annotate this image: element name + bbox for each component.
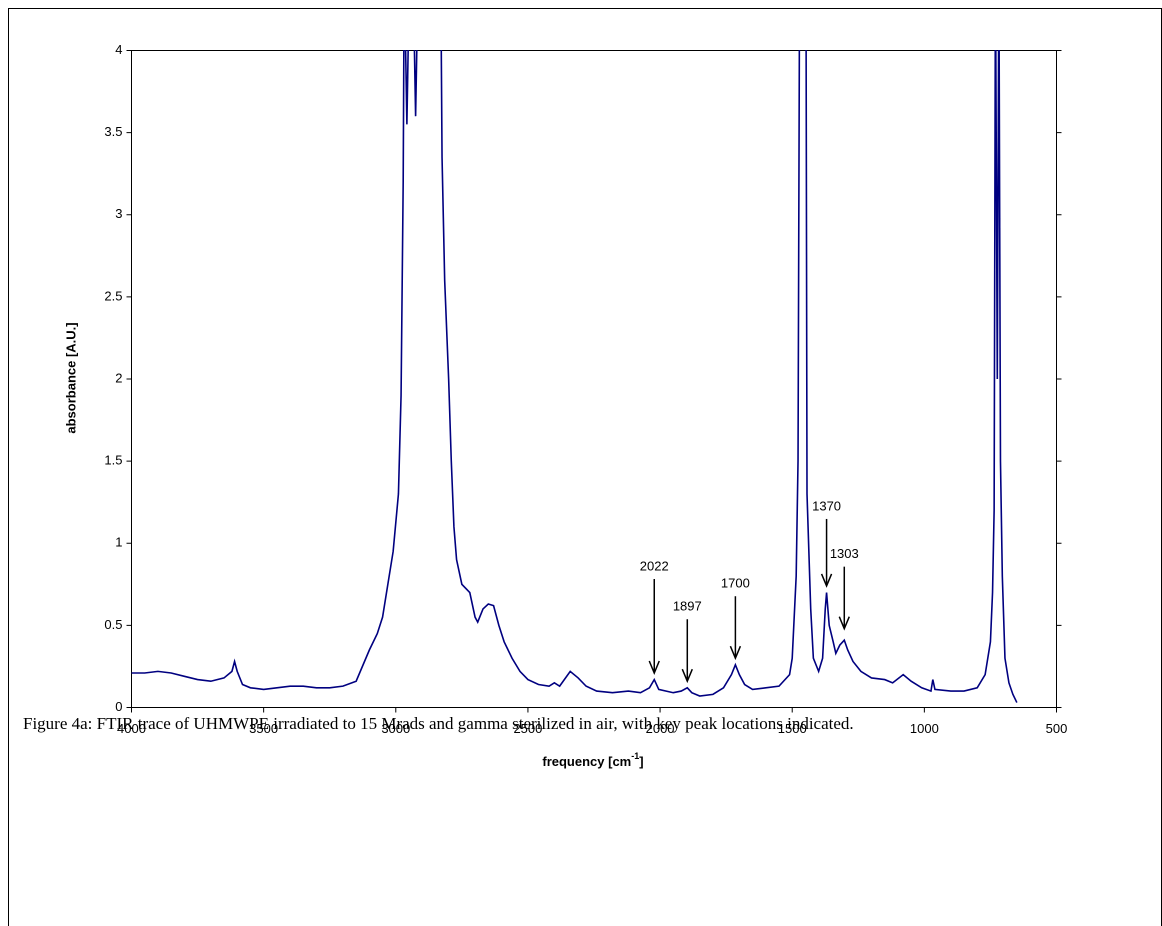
x-tick-label: 4000 [117, 721, 146, 736]
annotation-label: 1897 [673, 599, 702, 614]
annotation-label: 1303 [830, 546, 859, 561]
arrow-head [729, 645, 742, 661]
arrow-head [648, 660, 660, 675]
y-tick-label: 0 [115, 699, 122, 714]
arrow-head [820, 573, 833, 588]
x-tick-label: 500 [1046, 721, 1068, 736]
x-axis-label: frequency [cm-1] [542, 751, 643, 769]
y-tick-label: 1 [115, 535, 122, 550]
y-axis-label: absorbance [A.U.] [63, 322, 78, 433]
x-tick-label: 3500 [249, 721, 278, 736]
annotation-label: 2022 [640, 558, 669, 573]
annotation-label: 1370 [812, 498, 841, 513]
y-tick-label: 1.5 [104, 453, 122, 468]
arrow-head [681, 668, 693, 684]
x-tick-label: 2500 [513, 721, 542, 736]
caption: Figure 4a: FTIR trace of UHMWPE irradiat… [23, 714, 854, 733]
x-label-text: frequency [cm [542, 754, 631, 769]
spectrum-line [131, 50, 1018, 703]
plot-area [131, 50, 1057, 708]
y-tick-label: 0.5 [104, 617, 122, 632]
frame [8, 8, 1162, 926]
x-tick-label: 3000 [381, 721, 410, 736]
arrow-head [838, 616, 850, 631]
y-tick-label: 2.5 [104, 288, 122, 303]
x-tick-label: 1000 [910, 721, 939, 736]
y-tick-label: 3.5 [104, 124, 122, 139]
y-tick-label: 4 [115, 42, 122, 57]
annotation-label: 1700 [721, 576, 750, 591]
x-tick-label: 1500 [778, 721, 807, 736]
y-tick-label: 3 [115, 206, 122, 221]
x-label-end: ] [639, 754, 643, 769]
x-tick-label: 2000 [646, 721, 675, 736]
y-tick-label: 2 [115, 370, 122, 385]
x-label-sup: -1 [631, 751, 639, 761]
